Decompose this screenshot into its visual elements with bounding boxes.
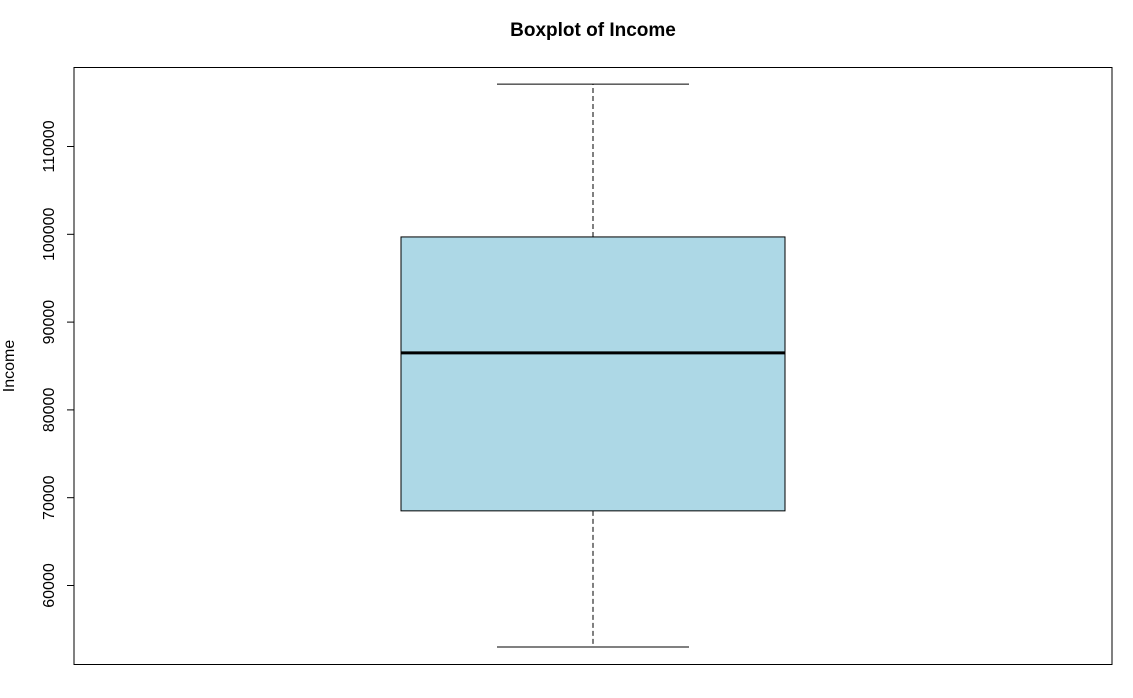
y-tick-label: 90000: [41, 300, 58, 345]
y-tick-label: 60000: [41, 563, 58, 608]
y-tick-label: 80000: [41, 388, 58, 433]
y-tick-label: 70000: [41, 475, 58, 520]
y-axis: 60000 70000 80000 90000 100000 110000: [41, 120, 75, 608]
chart-title: Boxplot of Income: [510, 20, 676, 41]
y-tick-label: 110000: [41, 120, 58, 172]
y-axis-label: Income: [1, 340, 18, 393]
iqr-box: [400, 236, 786, 512]
y-tick-label: 100000: [41, 208, 58, 261]
y-ticks: 60000 70000 80000 90000 100000 110000: [41, 120, 74, 608]
box-group: [400, 83, 786, 648]
